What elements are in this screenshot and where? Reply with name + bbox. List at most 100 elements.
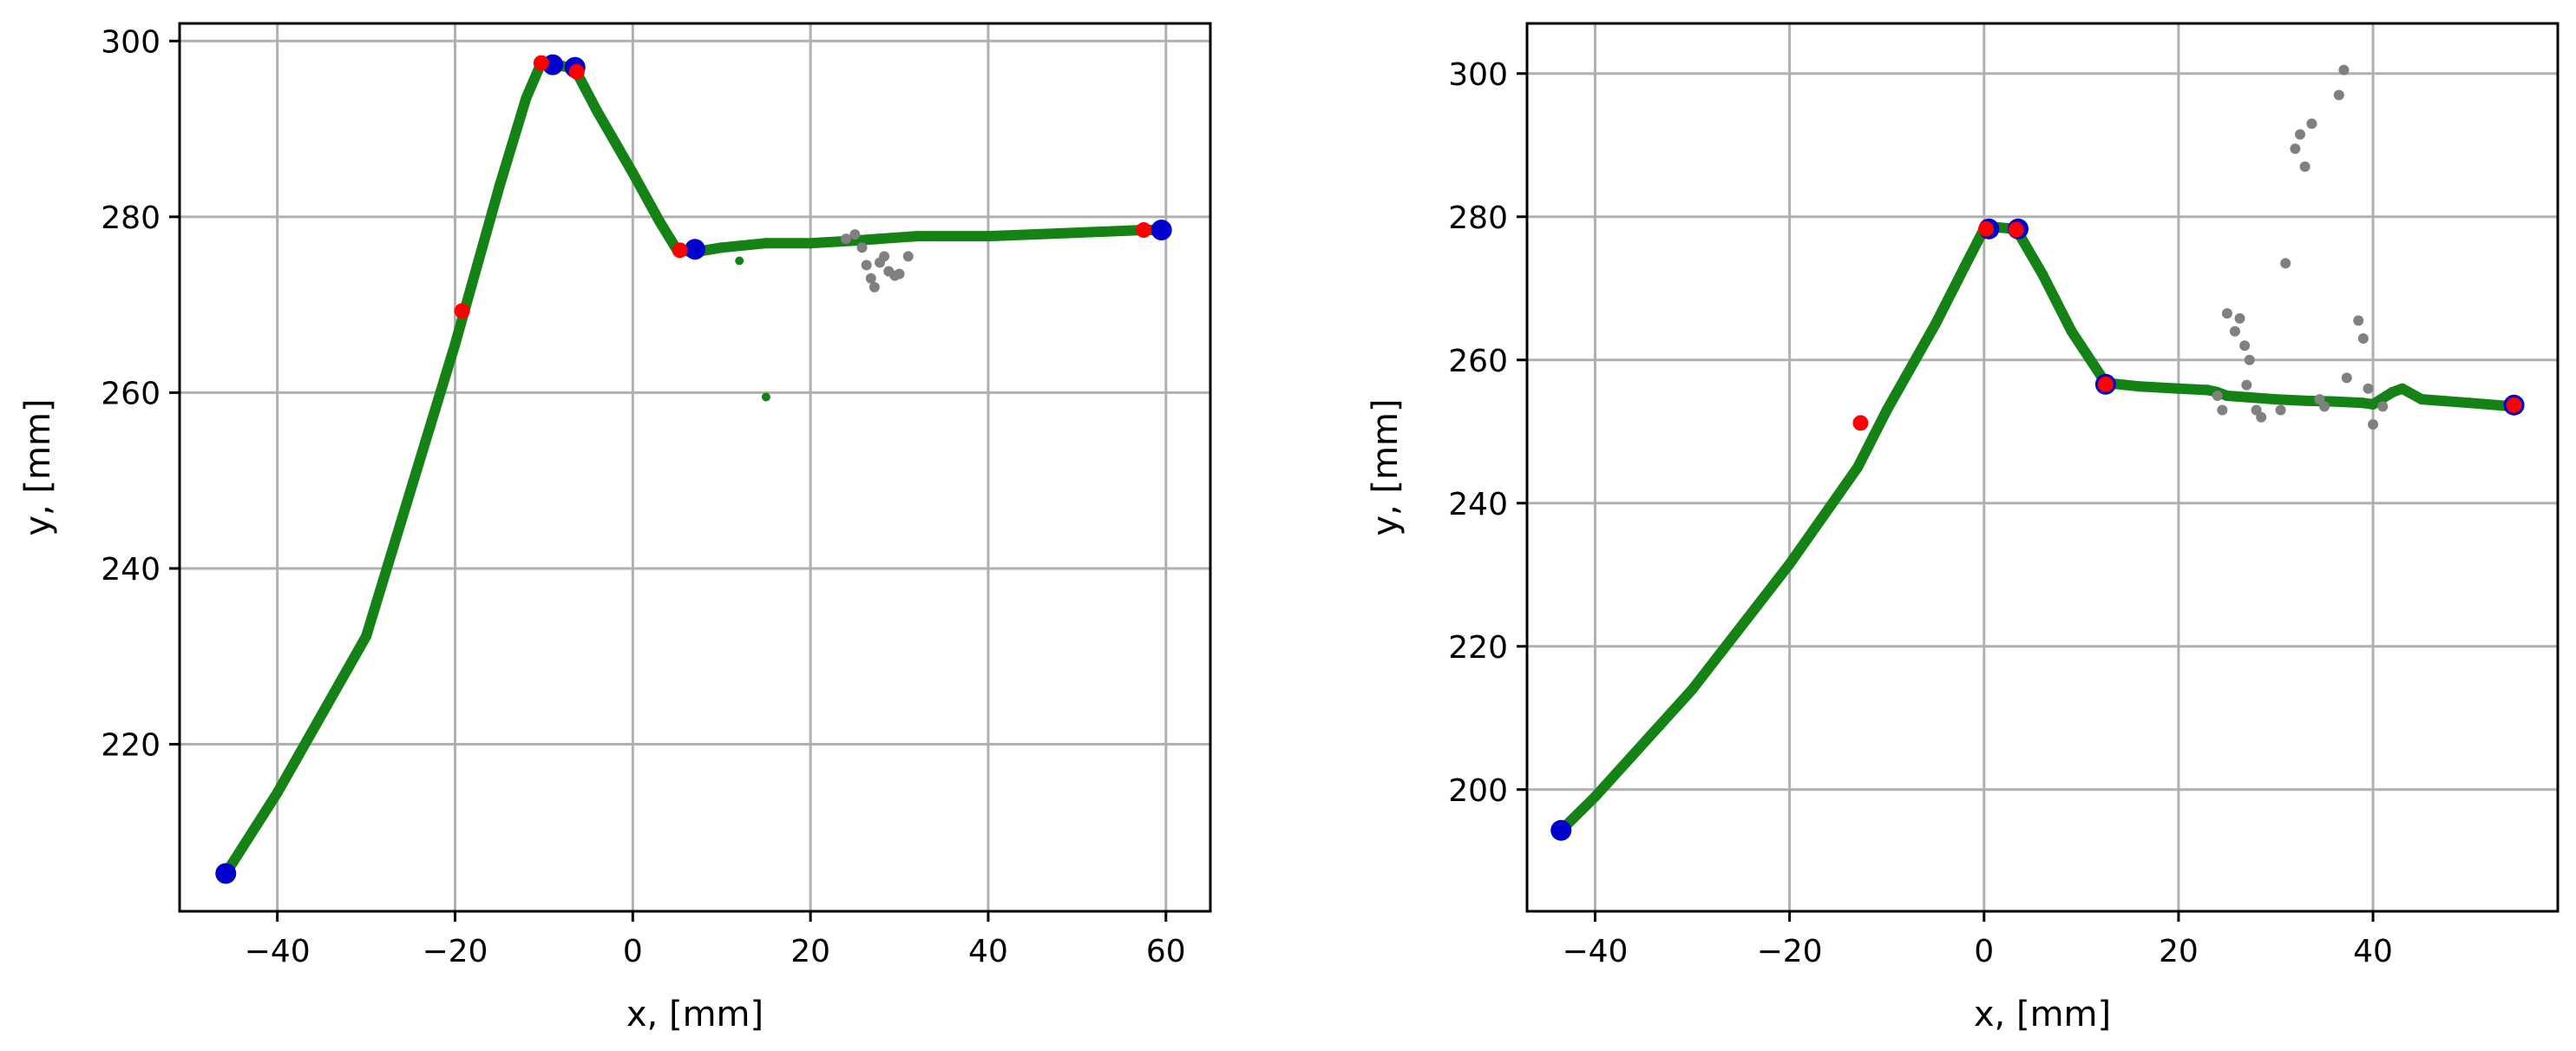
y-tick-label: 280: [101, 200, 161, 236]
y-tick-label: 220: [1448, 630, 1508, 666]
x-tick-label: −40: [1562, 934, 1628, 969]
outlier-point: [868, 281, 880, 292]
trace-point: [761, 392, 770, 402]
left-plot: −40 −20 0 20 40 60 220 240 260 280 300 x, [mm] y, [m…: [18, 22, 1212, 1035]
outlier-point: [2306, 118, 2317, 129]
outlier-point: [2368, 419, 2379, 430]
outlier-point: [2290, 143, 2301, 154]
trace-point: [1930, 319, 1941, 330]
outlier-point: [2338, 64, 2350, 76]
trace-point: [2416, 394, 2428, 405]
y-tick-label: 220: [101, 728, 161, 764]
x-axis-label: x, [mm]: [626, 995, 764, 1035]
outlier-point: [2377, 401, 2389, 412]
x-tick-label: 20: [2159, 934, 2199, 969]
trace-point: [2270, 394, 2281, 405]
right-plot: −40 −20 0 20 40 200 220 240 260 280 300 x, [mm] y, […: [1366, 22, 2560, 1035]
trace-point: [805, 238, 816, 249]
trace-point: [361, 630, 372, 641]
red-marker: [672, 242, 688, 259]
x-tick-label: 0: [1974, 934, 1994, 969]
trace-point: [1590, 792, 1601, 802]
outlier-point: [2256, 411, 2267, 423]
outlier-point: [902, 251, 914, 262]
outlier-point: [2363, 383, 2374, 394]
plot-frame: [1525, 22, 2560, 913]
outlier-point: [2241, 379, 2252, 391]
outlier-point: [2319, 401, 2330, 412]
outlier-point: [2244, 354, 2255, 365]
endpoint-marker: [1550, 819, 1572, 841]
outlier-point: [2275, 404, 2286, 416]
outlier-point: [865, 273, 876, 284]
trace-point: [2221, 391, 2232, 401]
trace-point: [2329, 396, 2340, 407]
trace-line: [1556, 222, 2520, 836]
outlier-point: [2221, 308, 2232, 319]
trace-point: [2387, 386, 2398, 397]
x-tick-label: −20: [422, 934, 488, 969]
outlier-point: [2229, 325, 2240, 337]
outlier-point: [2234, 312, 2245, 324]
outlier-point: [2353, 315, 2364, 326]
outlier-point: [849, 229, 861, 240]
plot-frame: [178, 22, 1212, 913]
endpoint-marker: [1150, 220, 1172, 241]
red-marker: [2008, 221, 2024, 238]
outlier-point: [2212, 391, 2223, 401]
trace-point: [654, 215, 665, 227]
trace-point: [2241, 391, 2252, 403]
x-axis-label: x, [mm]: [1974, 995, 2111, 1035]
endpoint-marker: [685, 239, 705, 260]
outlier-point: [2239, 340, 2251, 351]
trace-point: [716, 242, 727, 253]
trace-point: [2173, 383, 2184, 394]
red-marker: [2097, 376, 2114, 392]
y-tick-label: 240: [101, 552, 161, 588]
y-tick-label: 300: [101, 24, 161, 60]
trace-point: [2037, 268, 2048, 279]
outlier-point: [2333, 89, 2344, 101]
trace-point: [735, 256, 744, 266]
y-tick-label: 300: [1448, 57, 1508, 93]
trace-point: [592, 106, 603, 117]
x-tick-label: 20: [790, 934, 830, 969]
red-marker: [1136, 222, 1152, 239]
outlier-point: [2295, 128, 2305, 140]
endpoint-marker: [215, 863, 237, 884]
y-axis-label: y, [mm]: [1366, 398, 1406, 535]
outlier-point: [894, 268, 905, 279]
y-tick-label: 260: [101, 376, 161, 411]
x-tick-label: 60: [1146, 934, 1186, 969]
trace-point: [627, 168, 639, 179]
x-tick-label: −40: [245, 934, 311, 969]
outlier-point: [861, 259, 872, 271]
red-marker: [533, 55, 549, 71]
trace-point: [2368, 398, 2379, 410]
y-axis-label: y, [mm]: [18, 398, 58, 535]
red-marker: [1852, 415, 1869, 431]
trace-point: [1687, 684, 1698, 695]
outlier-point: [856, 242, 868, 253]
trace-point: [2066, 325, 2077, 337]
red-marker: [2506, 397, 2522, 413]
trace-point: [1852, 462, 1864, 473]
red-marker: [1977, 220, 1994, 237]
trace-point: [2134, 381, 2146, 392]
outlier-point: [2280, 258, 2291, 269]
trace-point: [521, 93, 532, 104]
trace-point: [494, 181, 505, 192]
trace-point: [912, 231, 923, 242]
trace-point: [2299, 395, 2311, 406]
x-tick-label: −20: [1757, 934, 1823, 969]
trace-point: [2396, 383, 2408, 394]
y-tick-label: 200: [1448, 773, 1508, 809]
trace-point: [1959, 261, 1970, 273]
trace-point: [2202, 384, 2213, 396]
trace-point: [2465, 397, 2476, 409]
trace-point: [272, 787, 283, 798]
trace-point: [449, 338, 461, 350]
trace-point: [2357, 397, 2369, 409]
outlier-point: [2341, 372, 2352, 384]
